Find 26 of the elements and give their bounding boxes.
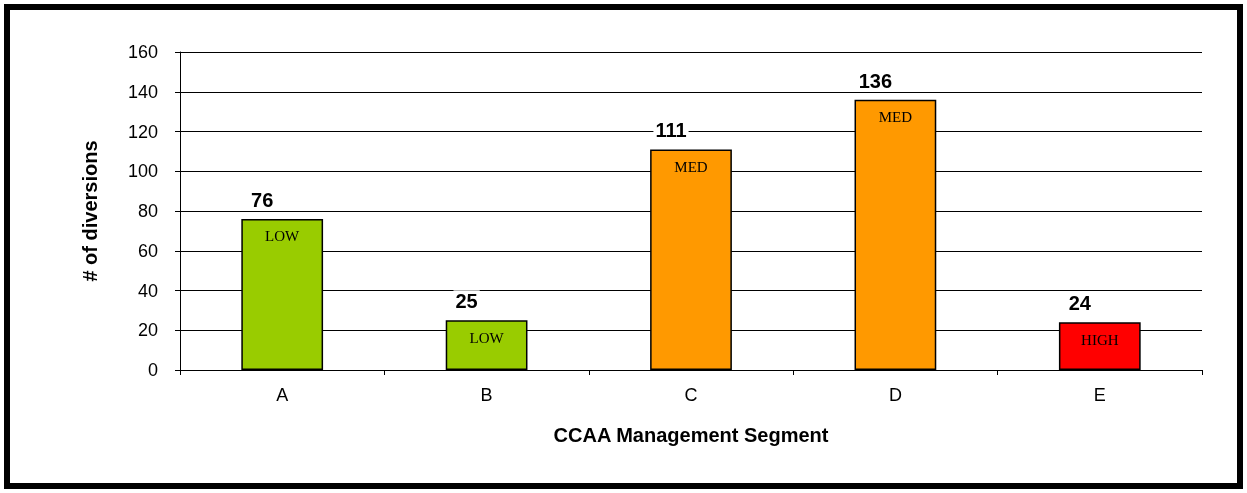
y-tick-label: 140 (127, 81, 158, 102)
annotation: LOW (469, 329, 505, 346)
data-label: 136 (858, 69, 893, 92)
data-label: 25 (455, 290, 478, 313)
x-tick-label: A (276, 385, 289, 405)
y-tick-label: 0 (147, 360, 158, 380)
data-label: 76 (251, 188, 274, 211)
y-tick-label: 120 (127, 121, 158, 142)
x-tick-label: D (888, 385, 902, 405)
annotation: MED (674, 158, 708, 175)
x-tick-label: E (1093, 385, 1106, 405)
y-tick-label: 160 (127, 42, 158, 62)
y-axis-title: # of diversions (79, 140, 101, 282)
x-axis-title: CCAA Management Segment (553, 424, 829, 446)
y-tick-label: 80 (137, 201, 158, 221)
y-tick-label: 20 (137, 320, 158, 341)
annotation: HIGH (1081, 331, 1119, 348)
x-tick-label: B (480, 385, 493, 405)
y-tick-label: 60 (137, 240, 158, 261)
data-label: 24 (1068, 292, 1092, 315)
annotation: LOW (265, 228, 301, 245)
data-label: 111 (655, 119, 687, 142)
y-tick-label: 40 (137, 280, 158, 301)
x-tick-label: C (684, 385, 698, 405)
y-tick-label: 100 (127, 161, 158, 182)
annotation: MED (878, 109, 913, 126)
